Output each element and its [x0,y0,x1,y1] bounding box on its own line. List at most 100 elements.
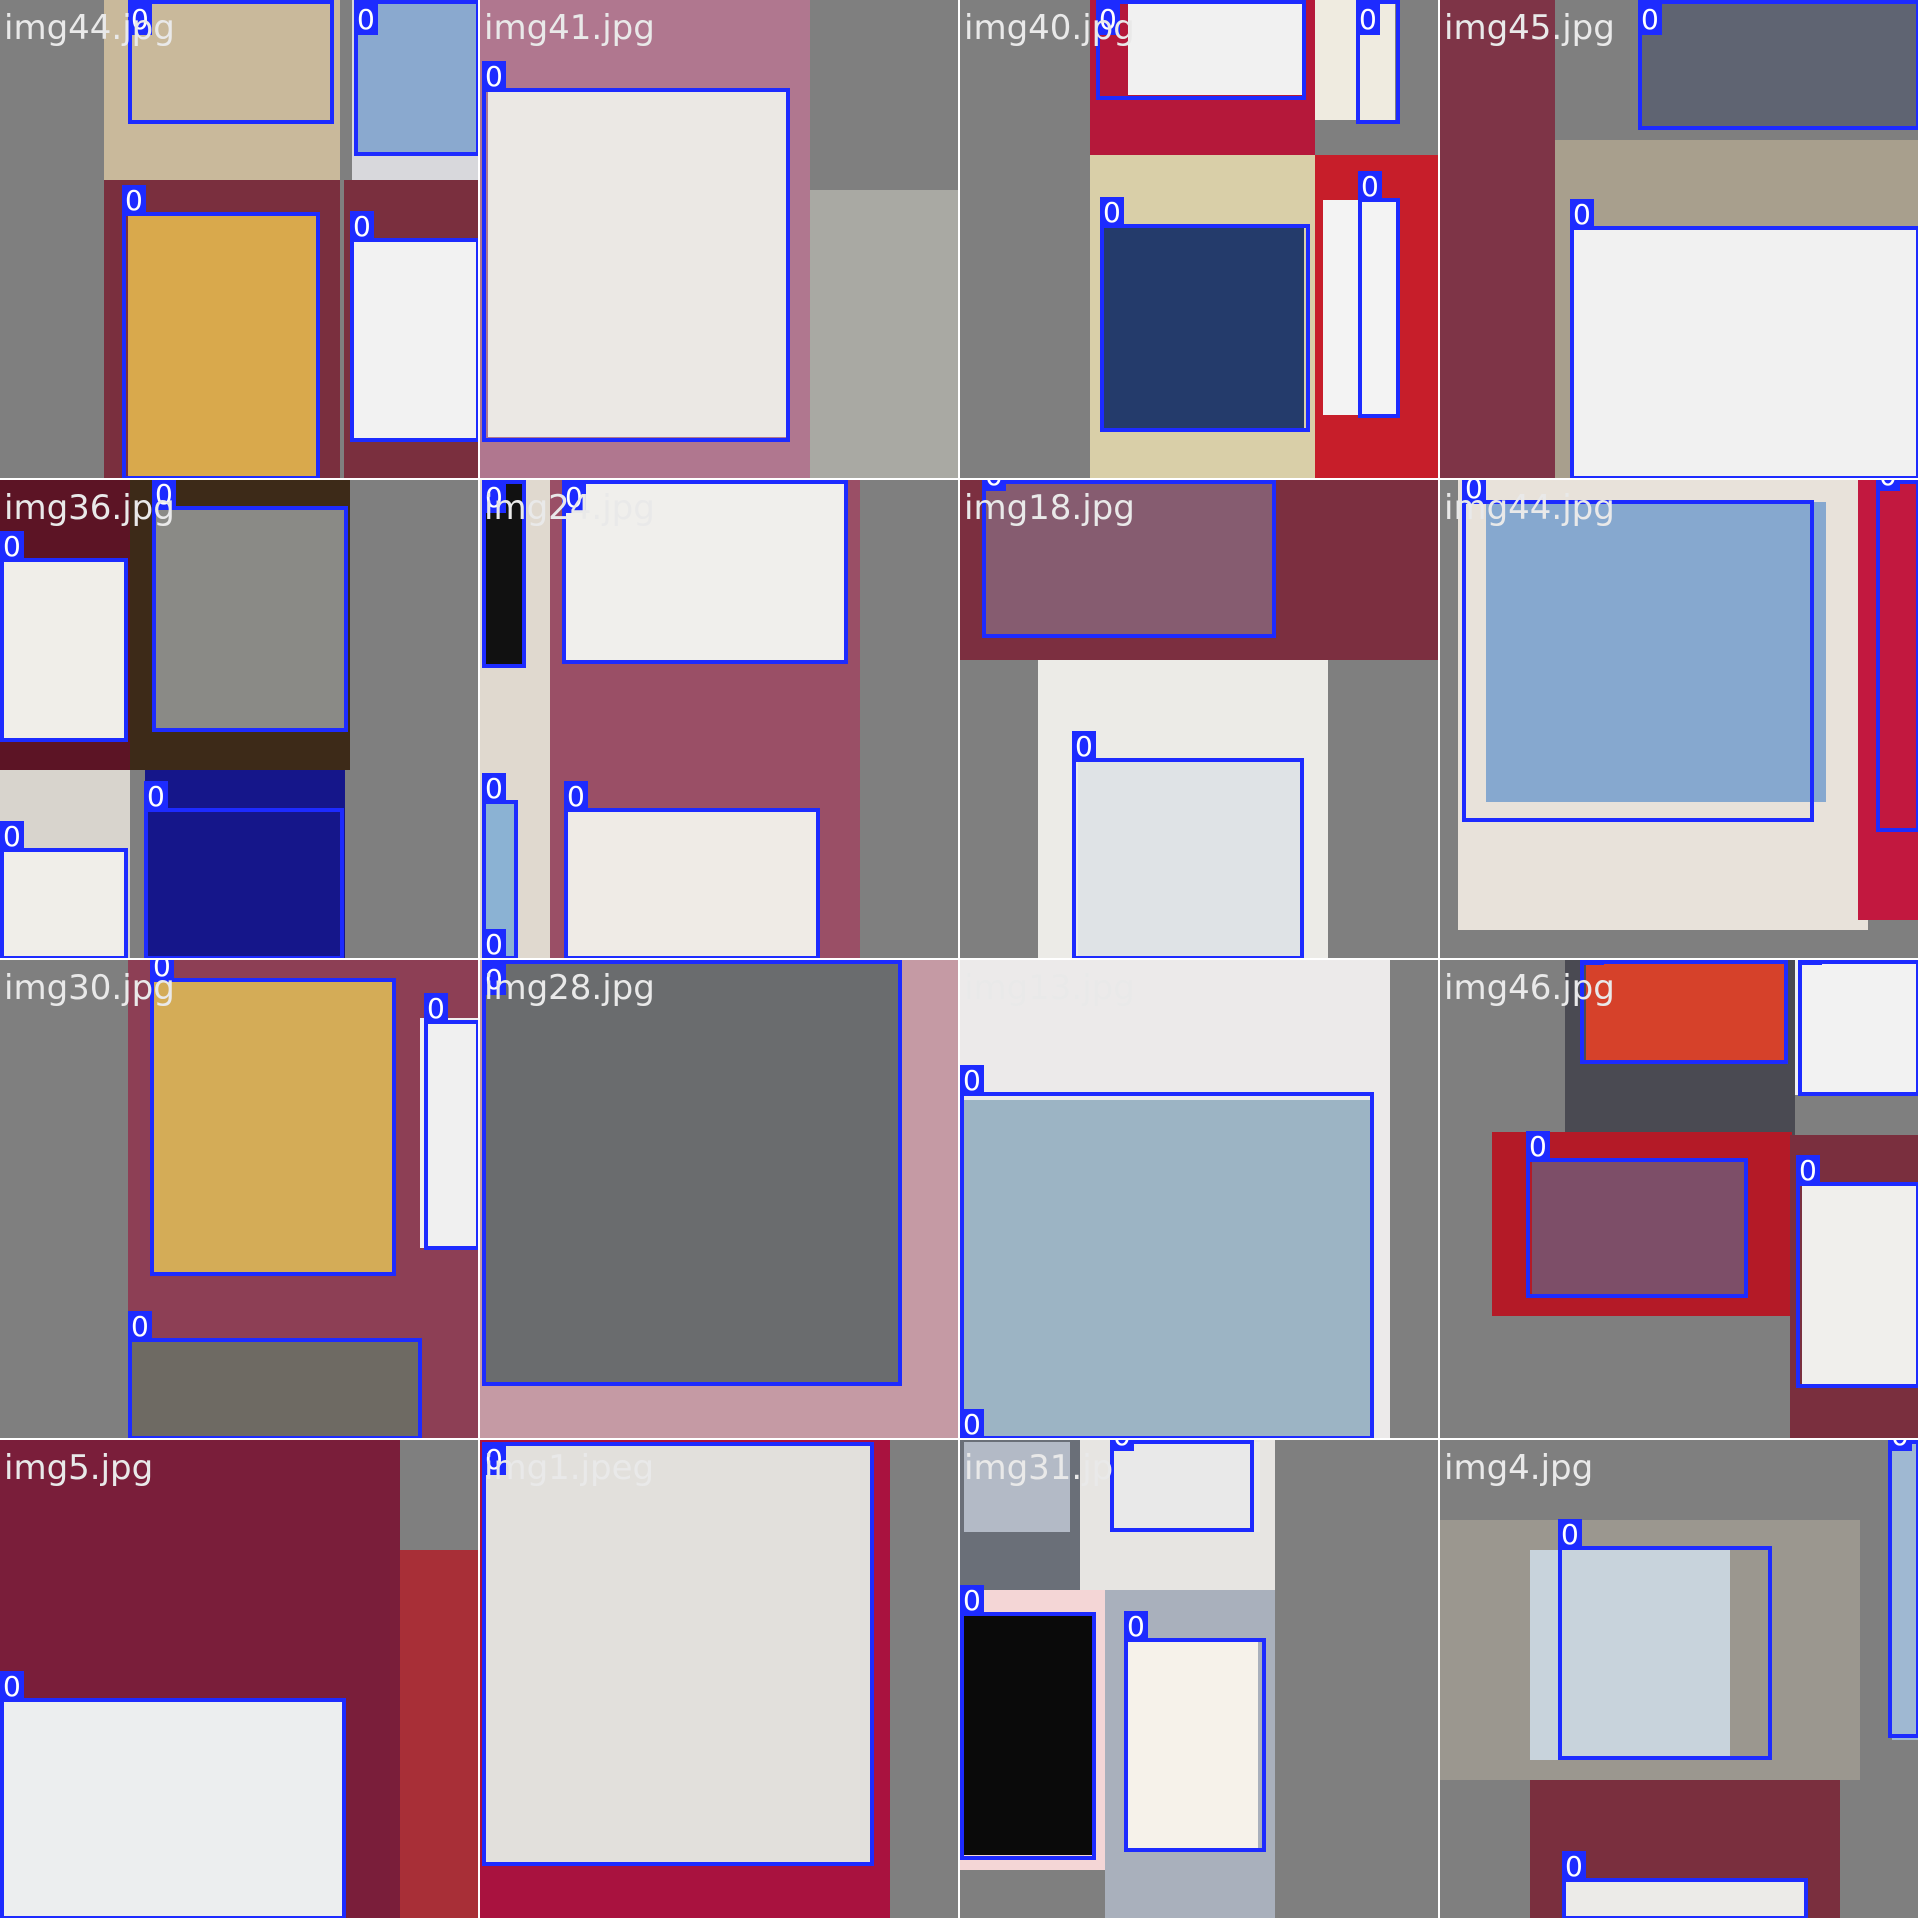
photo [964,1100,1370,1438]
tile-img1: img1.jpeg 0 0 [480,1440,960,1920]
class-label: 0 [1638,4,1662,35]
class-label: 0 [982,480,1006,491]
tile-img31: img31.jpg 0 0 0 [960,1440,1440,1920]
tile-filename: img41.jpg [484,8,655,48]
bbox: 0 [1580,960,1788,1064]
class-label: 0 [0,531,24,562]
bbox: 0 [128,1311,422,1438]
class-label: 0 [128,1311,152,1342]
photo [484,1444,870,1864]
tile-filename: img30.jpg [4,968,175,1008]
bbox: 0 [482,929,518,958]
class-label: 0 [564,781,588,812]
bbox: 0 [1110,1440,1254,1532]
photo [400,1550,478,1918]
bbox: 0 [1562,1851,1808,1918]
bbox: 0 [1526,1131,1748,1298]
bbox: 0 [1356,0,1400,124]
tile-filename: img40.jpg [964,8,1135,48]
bbox: 0 [1798,960,1918,1096]
photo [152,982,392,1272]
bbox: 0 [1796,1155,1918,1388]
bbox: 0 [424,993,478,1250]
class-label: 0 [1570,199,1594,230]
tile-img28: img28.jpg 0 [480,960,960,1440]
photo [488,92,788,437]
bbox: 0 [150,960,396,1276]
class-label: 0 [482,61,506,92]
photo [1104,225,1304,430]
tile-img24: img24.jpg 0 0 0 0 0 [480,480,960,960]
photo [1440,0,1555,478]
class-label: 0 [482,1444,506,1475]
bbox: 0 [0,531,128,742]
photo [1128,1640,1258,1850]
bbox: 0 [960,1585,1096,1860]
tile-img30: img30.jpg 0 0 0 [0,960,480,1440]
photo [1802,1185,1918,1385]
class-label: 0 [1798,960,1822,965]
class-label: 0 [144,781,168,812]
tile-filename: img46.jpg [1444,968,1615,1008]
tile-img44b: img44.jpg 0 0 [1440,480,1920,960]
class-label: 0 [482,929,506,958]
tile-filename: img44.jpg [4,8,175,48]
class-label: 0 [1124,1611,1148,1642]
photo [1128,0,1303,95]
class-label: 0 [960,1585,984,1616]
photo [1532,1160,1748,1294]
bbox: 0 [960,1409,1374,1438]
photo [1564,1880,1804,1918]
bbox: 0 [1462,480,1814,822]
class-label: 0 [482,964,506,995]
tile-filename: img24.jpg [484,488,655,528]
tile-filename: img1.jpeg [484,1448,655,1488]
bbox: 0 [562,480,848,664]
bbox: 0 [564,781,820,958]
tile-filename: img13.jpg [964,968,1135,1008]
class-label: 0 [1096,4,1120,35]
bbox: 0 [354,0,478,156]
tile-filename: img44.jpg [1444,488,1615,528]
bbox: 0 [960,1065,1374,1438]
bbox: 0 [482,61,790,442]
class-label: 0 [1462,480,1486,504]
bbox: 0 [482,773,518,958]
class-label: 0 [482,773,506,804]
tile-img13: img13.jpg 0 0 [960,960,1440,1440]
photo [1892,1440,1918,1740]
bbox: 0 [0,821,128,958]
photo [1110,1442,1260,1532]
bbox: 0 [1124,1611,1266,1852]
tile-filename: img28.jpg [484,968,655,1008]
photo [128,215,318,478]
bbox: 0 [1638,0,1918,130]
bbox: 0 [1100,197,1310,432]
bbox: 0 [482,960,902,1386]
bbox: 0 [1558,1519,1772,1760]
tile-img18: img18.jpg 0 0 [960,480,1440,960]
bbox: 0 [482,1442,874,1866]
tile-img40: img40.jpg 0 0 0 0 [960,0,1440,480]
bbox: 0 [122,185,320,478]
photo [810,190,958,478]
photo [566,810,816,958]
photo [352,240,478,440]
class-label: 0 [1100,197,1124,228]
tile-filename: img45.jpg [1444,8,1615,48]
bbox: 0 [482,480,526,668]
photo [4,560,126,740]
class-label: 0 [482,482,506,513]
tile-filename: img36.jpg [4,488,175,528]
bbox: 0 [1888,1440,1918,1738]
tile-img36: img36.jpg 0 0 0 0 [0,480,480,960]
photo [564,482,844,662]
class-label: 0 [424,993,448,1024]
class-label: 0 [1796,1155,1820,1186]
bbox: 0 [128,0,334,124]
bbox: 0 [982,480,1276,638]
class-label: 0 [350,211,374,242]
tile-img4: img4.jpg 0 0 0 [1440,1440,1920,1920]
bbox: 0 [1876,480,1918,832]
